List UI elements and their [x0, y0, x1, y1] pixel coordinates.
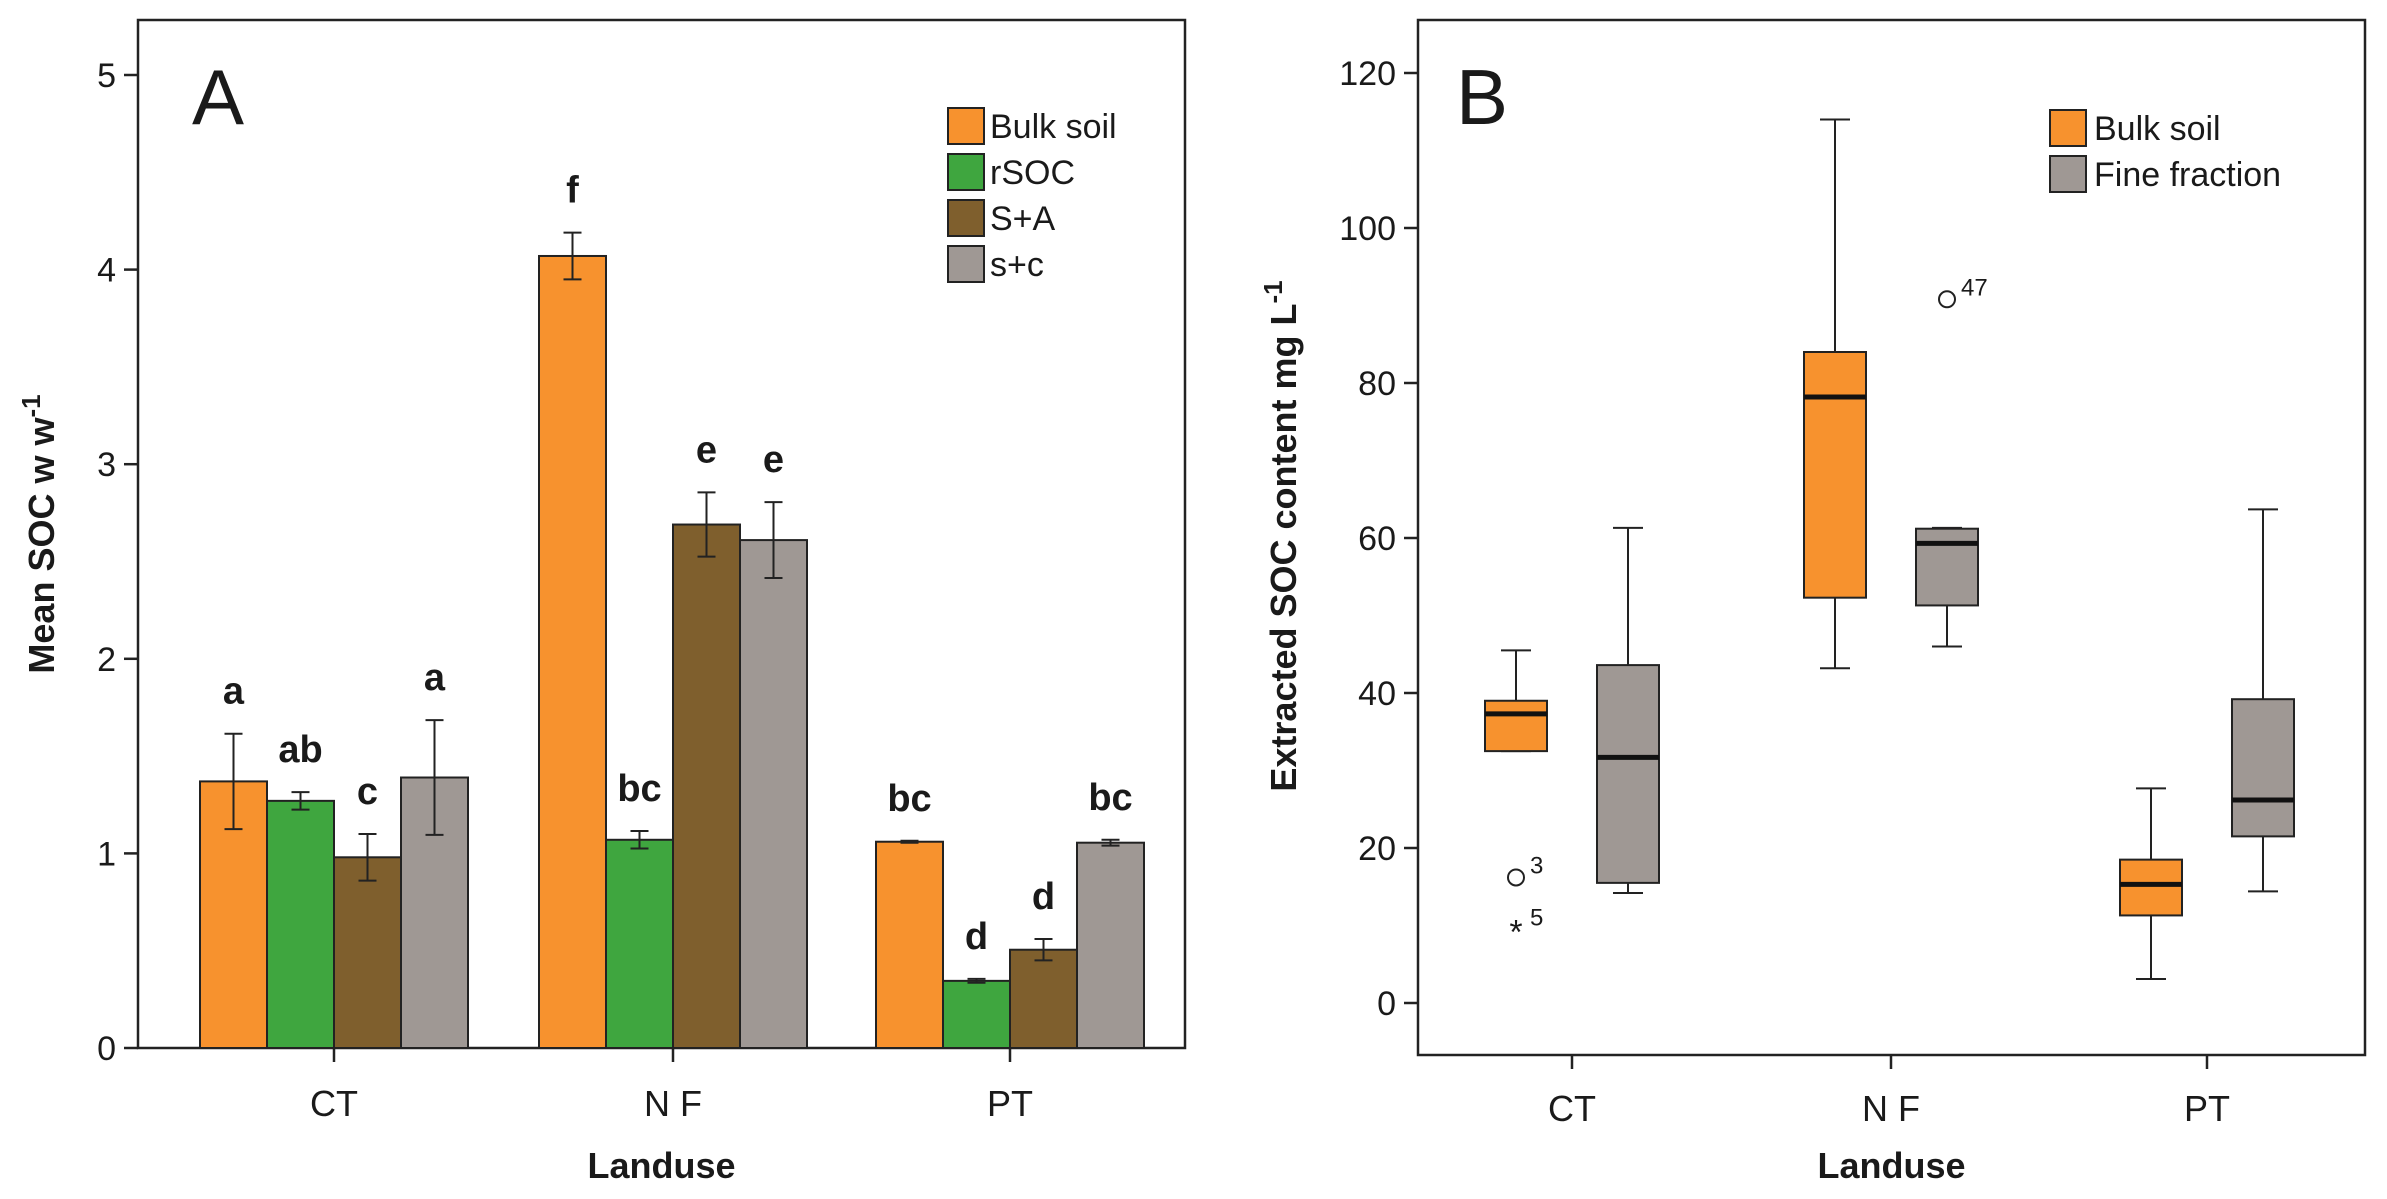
bar-s-a — [672, 523, 741, 1049]
y-tick-label: 3 — [97, 446, 116, 484]
box-bulk-soil — [1803, 351, 1867, 599]
legend-label: Fine fraction — [2094, 156, 2281, 194]
y-tick-label: 1 — [97, 835, 116, 873]
legend-label: Bulk soil — [2094, 110, 2221, 148]
significance-letter: bc — [1088, 777, 1132, 819]
y-tick-label: 0 — [97, 1030, 116, 1068]
bar-bulk-soil — [538, 254, 607, 1049]
significance-letter: c — [357, 771, 378, 813]
outlier-case-label: 5 — [1530, 904, 1543, 931]
box-bulk-soil — [1484, 699, 1548, 753]
panel-label: B — [1456, 53, 1508, 141]
bar-s-a — [1009, 948, 1078, 1049]
x-tick-label: PT — [2184, 1088, 2230, 1129]
outlier-case-label: 47 — [1961, 274, 1988, 301]
bar-bulk-soil — [875, 840, 944, 1049]
y-tick-label: 20 — [1358, 830, 1396, 868]
y-axis-title-superscript: -1 — [16, 394, 46, 417]
y-tick-label: 2 — [97, 641, 116, 679]
y-tick-label: 60 — [1358, 520, 1396, 558]
outlier-marker — [1938, 290, 1956, 309]
y-axis-title: Mean SOC w w-1 — [16, 394, 62, 673]
legend-swatch — [2049, 109, 2087, 147]
y-tick-label: 0 — [1377, 985, 1396, 1023]
x-axis-title: Landuse — [1817, 1145, 1965, 1186]
y-axis-title-text: Extracted SOC content mg L — [1263, 304, 1304, 792]
y-tick-label: 80 — [1358, 365, 1396, 403]
extreme-marker: * — [1509, 913, 1522, 951]
bar-rsoc — [605, 838, 674, 1050]
y-tick-label: 4 — [97, 252, 116, 290]
x-tick-label: N F — [1862, 1088, 1920, 1129]
bar-s-a — [333, 856, 402, 1049]
significance-letter: a — [424, 657, 446, 699]
box-fine-fraction — [1596, 664, 1660, 884]
legend-swatch — [2049, 155, 2087, 193]
legend-swatch — [947, 107, 985, 145]
bar-s-c — [739, 539, 808, 1049]
legend-swatch — [947, 153, 985, 191]
outlier-case-label: 3 — [1530, 852, 1543, 879]
x-tick-label: N F — [644, 1083, 702, 1124]
box-bulk-soil — [2119, 858, 2183, 917]
panel-label: A — [192, 53, 244, 141]
significance-letter: bc — [617, 768, 661, 810]
panel-b-box-plot: 0 20 40 60 80 100 120 CT 3 * 5 N F 47 PT B Bulk soil Fin… — [1258, 18, 2367, 1186]
box-fine-fraction — [1915, 527, 1979, 607]
bar-s-c — [1076, 841, 1145, 1050]
x-axis-title: Landuse — [587, 1145, 735, 1186]
bar-rsoc — [942, 979, 1011, 1049]
legend-label: Bulk soil — [990, 108, 1117, 146]
y-tick-label: 100 — [1339, 210, 1396, 248]
significance-letter: a — [223, 671, 245, 713]
legend-label: rSOC — [990, 154, 1075, 192]
significance-letter: e — [763, 439, 784, 481]
x-tick-label: PT — [987, 1083, 1033, 1124]
y-tick-label: 40 — [1358, 675, 1396, 713]
y-tick-label: 120 — [1339, 55, 1396, 93]
significance-letter: e — [696, 429, 717, 471]
legend-swatch — [947, 245, 985, 283]
legend-label: S+A — [990, 200, 1056, 238]
significance-letter: ab — [278, 729, 322, 771]
legend-label: s+c — [990, 246, 1044, 284]
y-tick-label: 5 — [97, 57, 116, 95]
significance-letter: bc — [887, 778, 931, 820]
significance-letter: d — [965, 916, 988, 958]
y-axis-title-text: Mean SOC w w — [21, 417, 62, 674]
x-tick-label: CT — [1548, 1088, 1596, 1129]
box-fine-fraction — [2231, 698, 2295, 838]
y-axis-title: Extracted SOC content mg L-1 — [1258, 280, 1304, 791]
outlier-marker — [1507, 868, 1525, 887]
significance-letter: d — [1032, 876, 1055, 918]
significance-letter: f — [566, 170, 579, 212]
bar-rsoc — [266, 799, 335, 1049]
legend-swatch — [947, 199, 985, 237]
x-tick-label: CT — [310, 1083, 358, 1124]
y-axis-title-superscript: -1 — [1258, 280, 1288, 303]
